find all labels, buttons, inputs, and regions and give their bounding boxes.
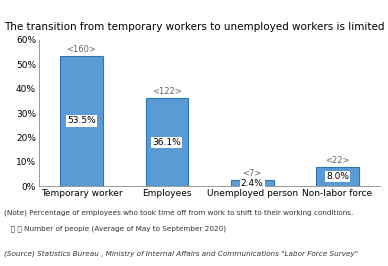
Text: 53.5%: 53.5% (67, 117, 96, 126)
Text: The transition from temporary workers to unemployed workers is limited: The transition from temporary workers to… (4, 22, 384, 32)
Bar (146, 98, 188, 186)
Text: <22>: <22> (325, 156, 350, 165)
Text: <7>: <7> (242, 169, 262, 178)
Text: <122>: <122> (152, 87, 182, 96)
Bar (60, 56, 103, 186)
Text: <160>: <160> (67, 45, 96, 54)
Bar (316, 167, 359, 186)
Text: 2.4%: 2.4% (241, 179, 263, 188)
Text: (Source) Statistics Bureau , Ministry of Internal Affairs and Communications "La: (Source) Statistics Bureau , Ministry of… (4, 250, 358, 257)
Text: 8.0%: 8.0% (326, 172, 349, 181)
Bar (231, 180, 274, 186)
Text: 36.1%: 36.1% (152, 138, 181, 147)
Text: (Note) Percentage of employees who took time off from work to shift to their wor: (Note) Percentage of employees who took … (4, 209, 353, 216)
Text: 〈 〉 Number of people (Average of May to September 2020): 〈 〉 Number of people (Average of May to … (4, 225, 226, 232)
